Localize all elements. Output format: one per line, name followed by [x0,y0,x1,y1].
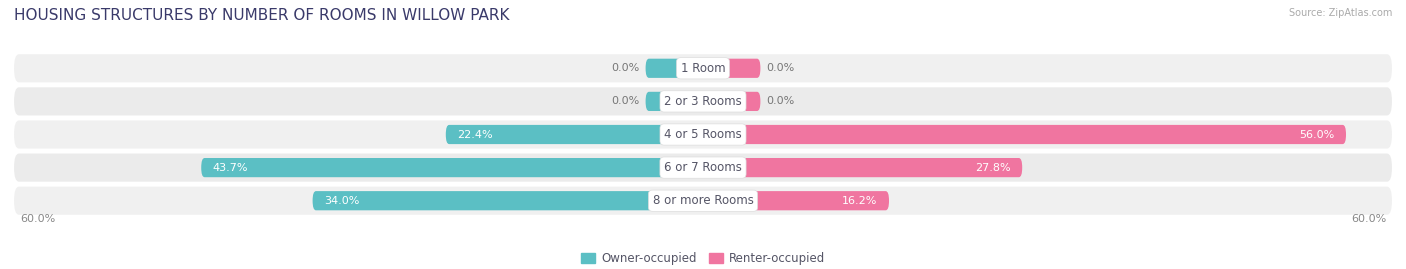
FancyBboxPatch shape [703,59,761,78]
FancyBboxPatch shape [645,59,703,78]
Text: 0.0%: 0.0% [612,63,640,73]
Text: 0.0%: 0.0% [612,96,640,107]
Legend: Owner-occupied, Renter-occupied: Owner-occupied, Renter-occupied [576,247,830,269]
FancyBboxPatch shape [14,54,1392,82]
FancyBboxPatch shape [703,125,1346,144]
FancyBboxPatch shape [14,154,1392,182]
Text: 1 Room: 1 Room [681,62,725,75]
Text: 16.2%: 16.2% [842,196,877,206]
Text: Source: ZipAtlas.com: Source: ZipAtlas.com [1288,8,1392,18]
Text: 4 or 5 Rooms: 4 or 5 Rooms [664,128,742,141]
Text: 27.8%: 27.8% [976,162,1011,173]
FancyBboxPatch shape [201,158,703,177]
FancyBboxPatch shape [703,92,761,111]
Text: 2 or 3 Rooms: 2 or 3 Rooms [664,95,742,108]
Text: HOUSING STRUCTURES BY NUMBER OF ROOMS IN WILLOW PARK: HOUSING STRUCTURES BY NUMBER OF ROOMS IN… [14,8,509,23]
FancyBboxPatch shape [446,125,703,144]
Text: 56.0%: 56.0% [1299,129,1334,140]
Text: 8 or more Rooms: 8 or more Rooms [652,194,754,207]
FancyBboxPatch shape [703,191,889,210]
FancyBboxPatch shape [645,92,703,111]
FancyBboxPatch shape [703,158,1022,177]
Text: 22.4%: 22.4% [457,129,494,140]
FancyBboxPatch shape [312,191,703,210]
Text: 60.0%: 60.0% [1351,214,1386,224]
Text: 60.0%: 60.0% [20,214,55,224]
Text: 0.0%: 0.0% [766,63,794,73]
Text: 6 or 7 Rooms: 6 or 7 Rooms [664,161,742,174]
FancyBboxPatch shape [14,87,1392,115]
Text: 34.0%: 34.0% [323,196,360,206]
Text: 43.7%: 43.7% [212,162,249,173]
FancyBboxPatch shape [14,121,1392,148]
Text: 0.0%: 0.0% [766,96,794,107]
FancyBboxPatch shape [14,187,1392,215]
